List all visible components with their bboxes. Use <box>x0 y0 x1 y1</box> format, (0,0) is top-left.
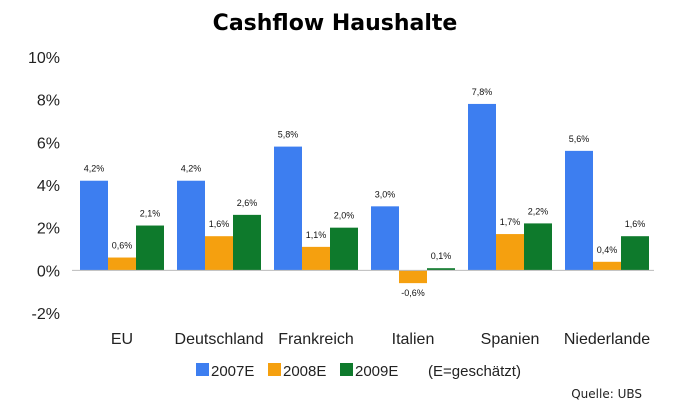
data-label: 3,0% <box>375 189 396 199</box>
source-note: Quelle: UBS <box>571 387 642 401</box>
y-tick-label: 8% <box>37 93 60 110</box>
y-tick-label: 10% <box>28 50 60 67</box>
category-label: Italien <box>392 331 435 348</box>
bar-2009E-Deutschland <box>233 214 261 271</box>
data-label: 1,6% <box>209 219 230 229</box>
category-label: EU <box>111 331 133 348</box>
y-axis: -2% 0% 2% 4% 6% 8% 10% <box>28 50 60 323</box>
bar-2007E-EU <box>80 180 108 271</box>
legend-label: 2007E <box>211 363 254 380</box>
data-label: 4,2% <box>84 164 105 174</box>
bars <box>80 103 649 284</box>
category-label: Niederlande <box>564 331 650 348</box>
category-label: Frankreich <box>278 331 354 348</box>
bar-2007E-Spanien <box>468 103 496 271</box>
data-label: 5,6% <box>569 134 590 144</box>
bar-2008E-EU <box>108 257 136 271</box>
data-label: 2,0% <box>334 211 355 221</box>
bar-2008E-Italien <box>399 270 427 284</box>
data-label: -0,6% <box>401 288 425 298</box>
bar-2008E-Niederlande <box>593 261 621 271</box>
y-tick-label: 2% <box>37 221 60 238</box>
bar-2008E-Frankreich <box>302 246 330 271</box>
bar-2007E-Frankreich <box>274 146 302 271</box>
legend-swatch <box>196 363 209 376</box>
data-label: 0,1% <box>431 251 452 261</box>
chart-title: Cashflow Haushalte <box>213 11 458 36</box>
data-labels: 4,2% 0,6% 2,1% 4,2% 1,6% 2,6% 5,8% 1,1% 2,0% 3,0%… <box>84 87 646 298</box>
bar-2008E-Spanien <box>496 234 524 271</box>
category-label: Spanien <box>481 331 540 348</box>
data-label: 5,8% <box>278 130 299 140</box>
data-label: 1,1% <box>306 230 327 240</box>
y-tick-label: 4% <box>37 178 60 195</box>
bar-2007E-Italien <box>371 206 399 271</box>
data-label: 1,7% <box>500 217 521 227</box>
y-tick-label: 0% <box>37 263 60 280</box>
legend-label: 2009E <box>355 363 398 380</box>
bar-2009E-Italien <box>427 268 455 271</box>
y-tick-label: -2% <box>32 306 60 323</box>
bar-2007E-Niederlande <box>565 150 593 271</box>
data-label: 4,2% <box>181 164 202 174</box>
category-labels: EU Deutschland Frankreich Italien Spanien Nie… <box>111 331 650 348</box>
bar-2008E-Deutschland <box>205 236 233 271</box>
bar-2007E-Deutschland <box>177 180 205 271</box>
bar-2009E-Frankreich <box>330 227 358 271</box>
data-label: 0,6% <box>112 241 133 251</box>
bar-2009E-Spanien <box>524 223 552 271</box>
category-label: Deutschland <box>175 331 264 348</box>
legend-label: 2008E <box>283 363 326 380</box>
data-label: 1,6% <box>625 219 646 229</box>
data-label: 2,1% <box>140 209 161 219</box>
bar-2009E-Niederlande <box>621 236 649 271</box>
data-label: 7,8% <box>472 87 493 97</box>
bar-2009E-EU <box>136 225 164 271</box>
data-label: 2,2% <box>528 206 549 216</box>
legend-swatch <box>340 363 353 376</box>
legend: 2007E 2008E 2009E (E=geschätzt) <box>196 363 521 380</box>
y-tick-label: 6% <box>37 135 60 152</box>
data-label: 0,4% <box>597 245 618 255</box>
legend-note: (E=geschätzt) <box>428 363 521 380</box>
legend-swatch <box>268 363 281 376</box>
data-label: 2,6% <box>237 198 258 208</box>
